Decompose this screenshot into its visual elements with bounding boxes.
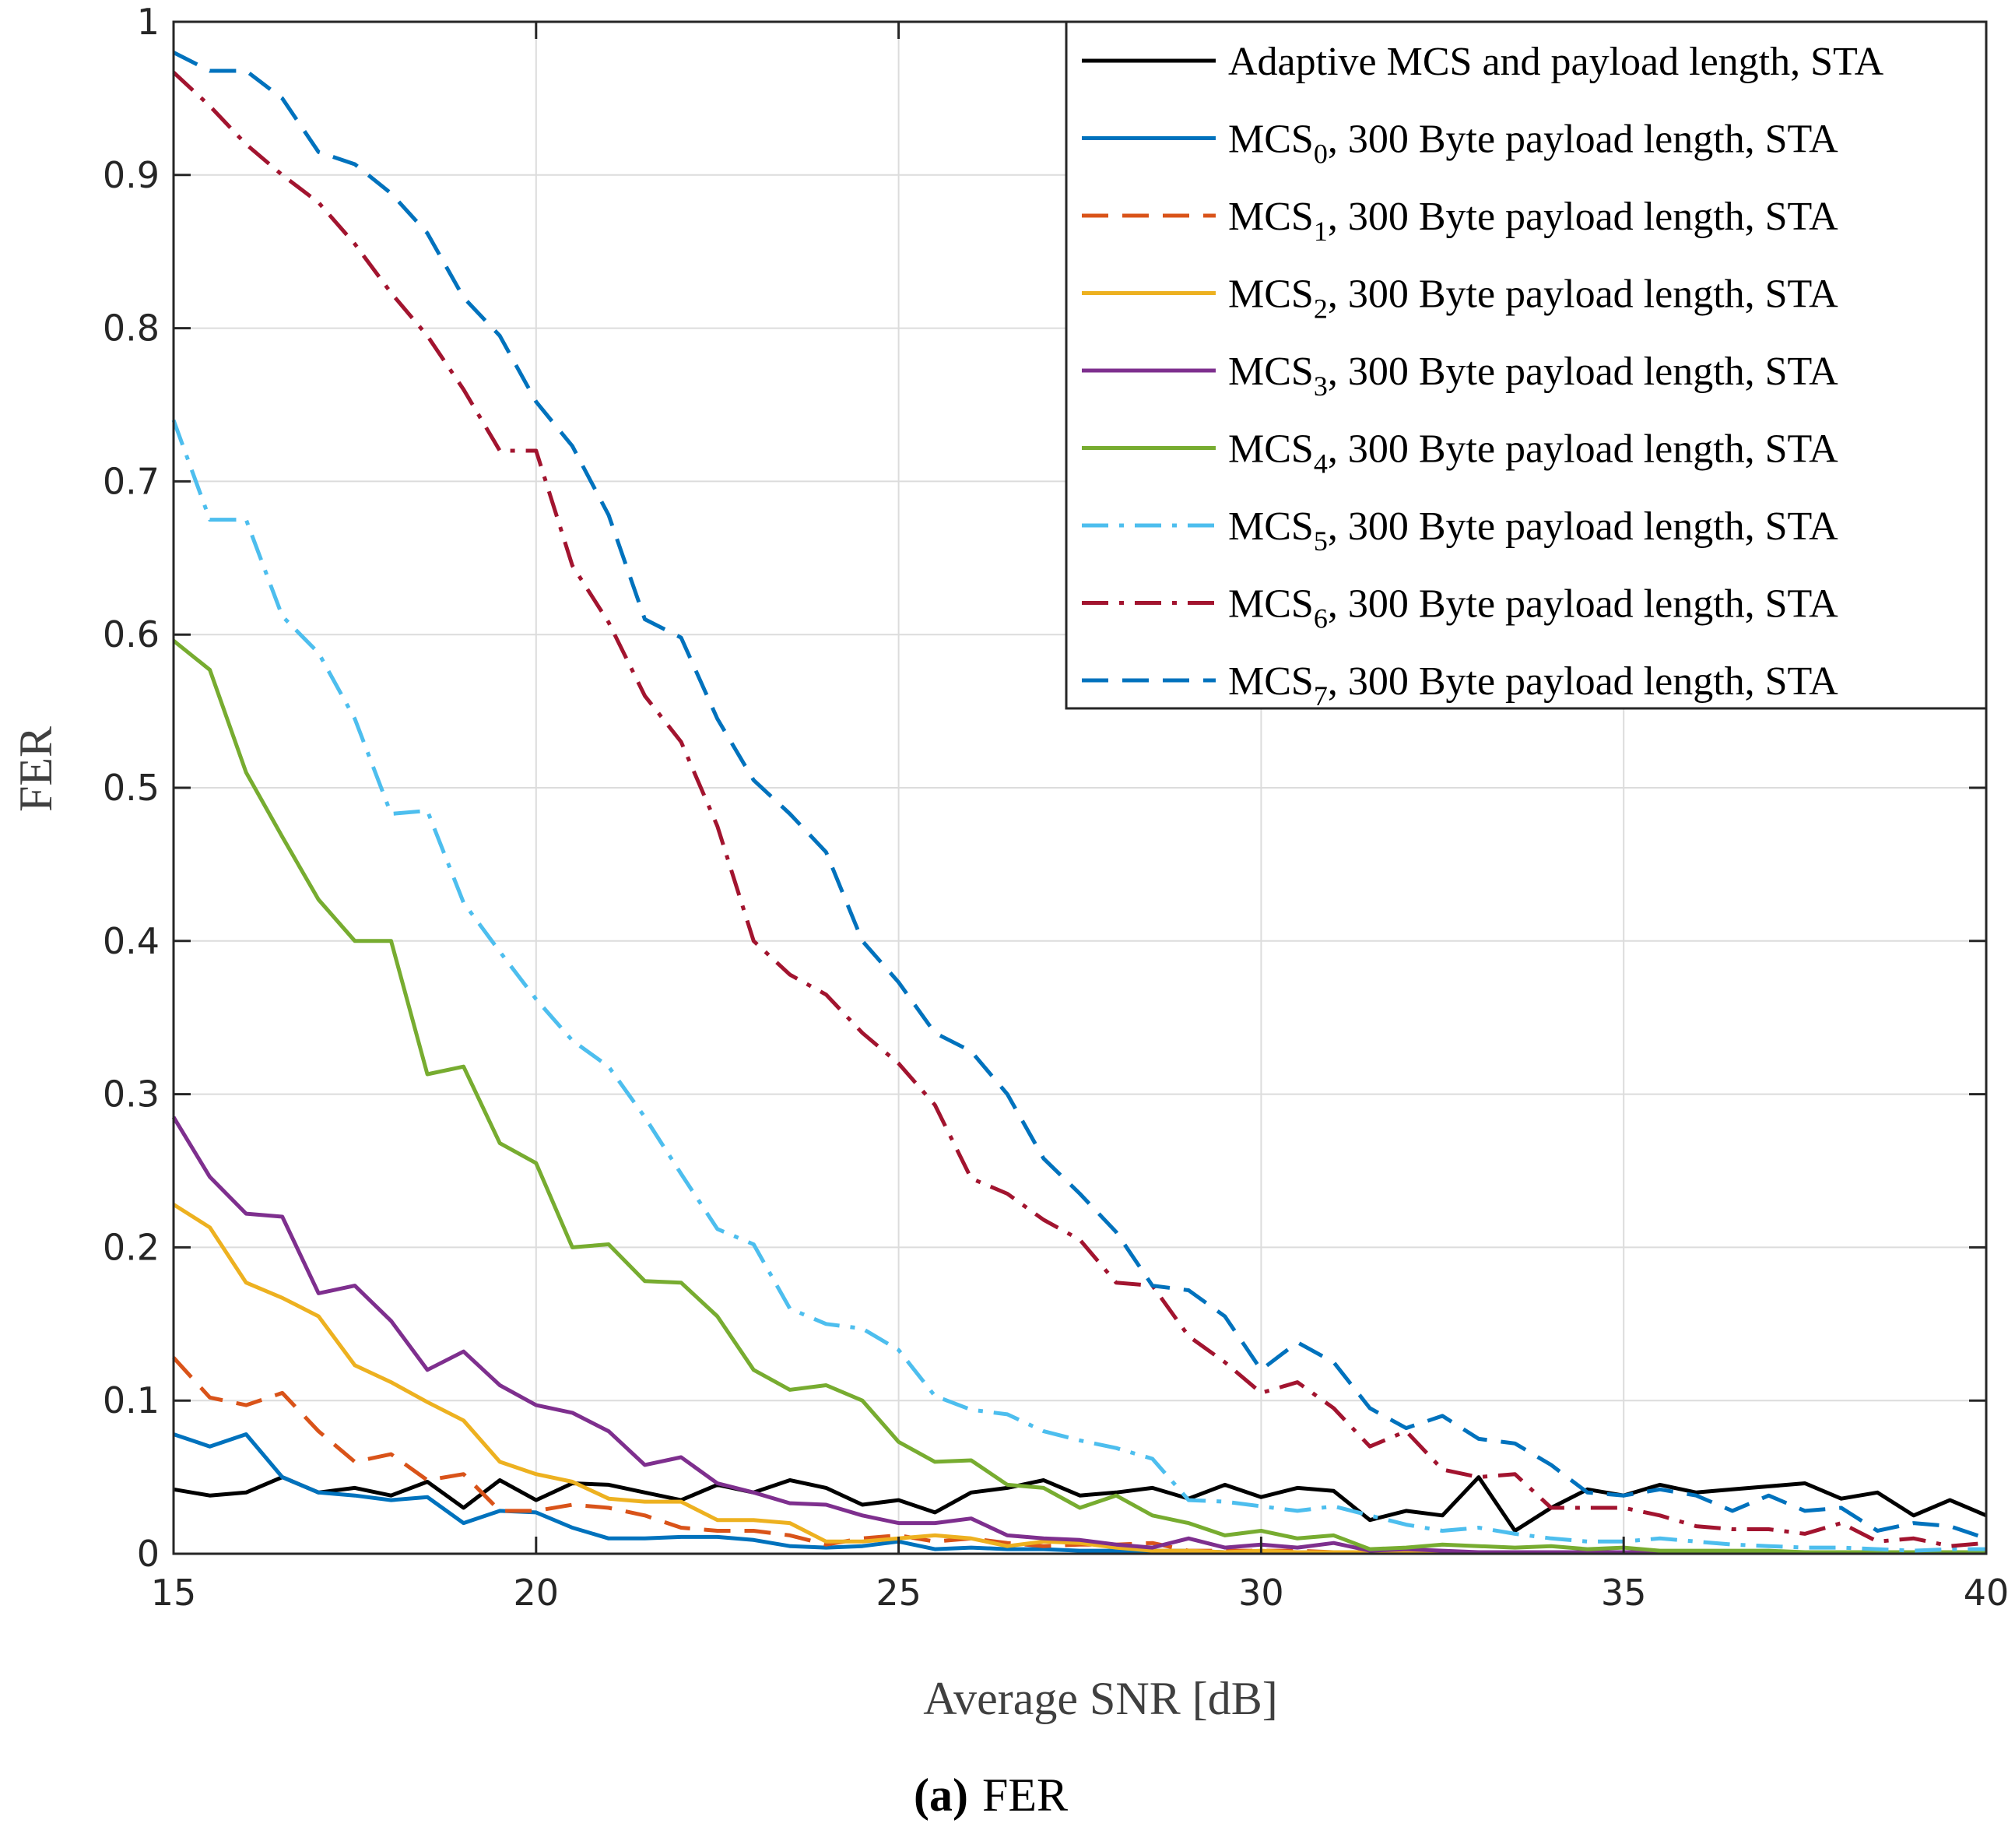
y-tick-label: 0.5 xyxy=(103,767,160,809)
x-tick-label: 40 xyxy=(1964,1572,2010,1614)
legend-entry-2: MCS1, 300 Byte payload length, STA xyxy=(1228,195,1838,247)
legend-entry-8: MCS7, 300 Byte payload length, STA xyxy=(1228,659,1838,711)
legend: Adaptive MCS and payload length, STA MCS0… xyxy=(1065,20,1988,711)
x-tick-label: 20 xyxy=(514,1572,560,1614)
y-tick-label: 0.1 xyxy=(103,1379,160,1421)
y-tick-label: 0.6 xyxy=(103,613,160,655)
series-line-5 xyxy=(172,639,1986,1555)
legend-entry-5: MCS4, 300 Byte payload length, STA xyxy=(1228,427,1838,480)
x-axis-title: Average SNR [dB] xyxy=(923,1673,1277,1724)
caption-text: FER xyxy=(982,1769,1068,1821)
y-axis-title: FER xyxy=(10,726,61,812)
legend-entry-0: Adaptive MCS and payload length, STA xyxy=(1228,40,1884,84)
axis-ticks: 15 20 25 30 35 40 0 0.1 0.2 0.3 0.4 0.5 0.6 0.7 0.8 0.9… xyxy=(103,1,2009,1614)
caption-label: (a) xyxy=(914,1769,968,1821)
series-lines xyxy=(171,51,1987,1555)
y-tick-label: 0.8 xyxy=(103,307,160,350)
y-tick-label: 0.9 xyxy=(103,154,160,196)
legend-entry-6: MCS5, 300 Byte payload length, STA xyxy=(1228,504,1838,557)
y-tick-label: 0.3 xyxy=(103,1073,160,1115)
legend-entry-3: MCS2, 300 Byte payload length, STA xyxy=(1228,272,1838,325)
y-tick-label: 1 xyxy=(137,1,160,43)
legend-entry-4: MCS3, 300 Byte payload length, STA xyxy=(1228,350,1838,402)
x-tick-label: 25 xyxy=(876,1572,921,1614)
series-line-0 xyxy=(173,1475,1987,1533)
y-tick-label: 0.7 xyxy=(103,460,160,502)
y-tick-label: 0.2 xyxy=(103,1226,160,1268)
x-tick-label: 15 xyxy=(151,1572,197,1614)
legend-box xyxy=(1065,20,1988,710)
x-tick-label: 35 xyxy=(1601,1572,1647,1614)
y-tick-label: 0.4 xyxy=(103,920,160,962)
x-tick-label: 30 xyxy=(1238,1572,1284,1614)
legend-entry-1: MCS0, 300 Byte payload length, STA xyxy=(1228,118,1838,170)
series-line-6 xyxy=(171,419,1986,1553)
legend-entry-7: MCS6, 300 Byte payload length, STA xyxy=(1228,582,1838,634)
y-tick-label: 0 xyxy=(137,1533,160,1575)
figure-caption: (a) FER xyxy=(914,1769,1068,1821)
series-line-8 xyxy=(172,51,1987,1541)
